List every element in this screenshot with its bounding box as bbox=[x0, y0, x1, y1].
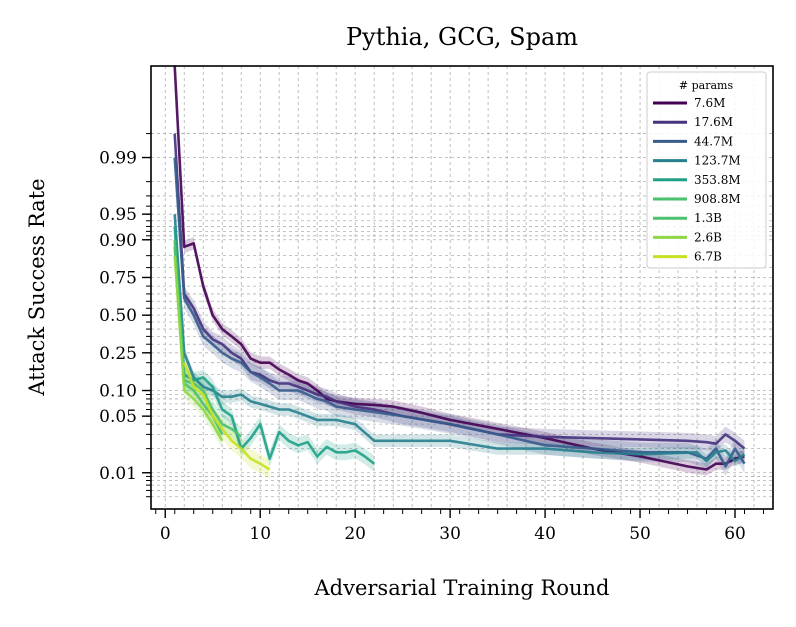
x-axis: 0 10 20 30 40 50 60 bbox=[155, 509, 765, 544]
legend-label-44.7M: 44.7M bbox=[694, 134, 733, 148]
legend-label-908.8M: 908.8M bbox=[694, 192, 741, 206]
plot-frame bbox=[150, 65, 774, 510]
series-band-2.6B bbox=[174, 247, 223, 449]
series-line-6.7B bbox=[182, 362, 271, 471]
legend-label-1.3B: 1.3B bbox=[694, 211, 722, 225]
y-tick-label: 0.05 bbox=[99, 407, 137, 427]
series-line-17.6M bbox=[173, 133, 746, 450]
y-tick-label: 0.10 bbox=[99, 382, 137, 402]
series-band-6.7B bbox=[184, 353, 270, 480]
series-band-1.3B bbox=[174, 240, 223, 441]
y-axis-label: Attack Success Rate bbox=[25, 178, 49, 396]
legend-label-7.6M: 7.6M bbox=[694, 96, 725, 110]
y-tick-label: 0.99 bbox=[99, 149, 137, 169]
y-tick-label: 0.25 bbox=[99, 344, 137, 364]
series-line-7.6M bbox=[173, 65, 745, 471]
legend: # params 7.6M 17.6M 44.7M 123.7M 353.8M 908.8… bbox=[646, 71, 767, 269]
x-tick-label: 10 bbox=[249, 524, 271, 544]
x-tick-label: 20 bbox=[344, 524, 366, 544]
y-tick-label: 0.50 bbox=[99, 306, 137, 326]
x-tick-label: 60 bbox=[724, 524, 746, 544]
legend-entries: 7.6M 17.6M 44.7M 123.7M 353.8M 908.8M 1.3B 2.6B… bbox=[653, 96, 741, 264]
series-line-908.8M bbox=[173, 239, 243, 438]
x-tick-label: 40 bbox=[534, 524, 556, 544]
legend-label-353.8M: 353.8M bbox=[694, 173, 741, 187]
y-tick-label: 0.95 bbox=[99, 205, 137, 225]
legend-label-17.6M: 17.6M bbox=[694, 115, 733, 129]
legend-title: # params bbox=[679, 79, 734, 92]
series-line-353.8M bbox=[173, 226, 375, 465]
y-tick-label: 0.90 bbox=[99, 231, 137, 251]
series-line-123.7M bbox=[173, 214, 746, 463]
series-lines bbox=[173, 65, 746, 471]
x-axis-label: Adversarial Training Round bbox=[313, 576, 609, 600]
legend-label-6.7B: 6.7B bbox=[694, 250, 722, 264]
x-tick-label: 50 bbox=[629, 524, 651, 544]
y-tick-label: 0.01 bbox=[99, 464, 137, 484]
series-line-2.6B bbox=[173, 255, 224, 442]
legend-label-2.6B: 2.6B bbox=[694, 230, 722, 244]
x-tick-label: 0 bbox=[160, 524, 171, 544]
legend-label-123.7M: 123.7M bbox=[694, 154, 741, 168]
y-tick-label: 0.75 bbox=[99, 268, 137, 288]
x-tick-label: 30 bbox=[439, 524, 461, 544]
y-axis: 0.01 0.05 0.10 0.25 0.50 0.75 0.90 0.95 0.99 bbox=[99, 133, 151, 498]
chart-title: Pythia, GCG, Spam bbox=[346, 23, 578, 51]
series-band-353.8M bbox=[174, 218, 375, 472]
